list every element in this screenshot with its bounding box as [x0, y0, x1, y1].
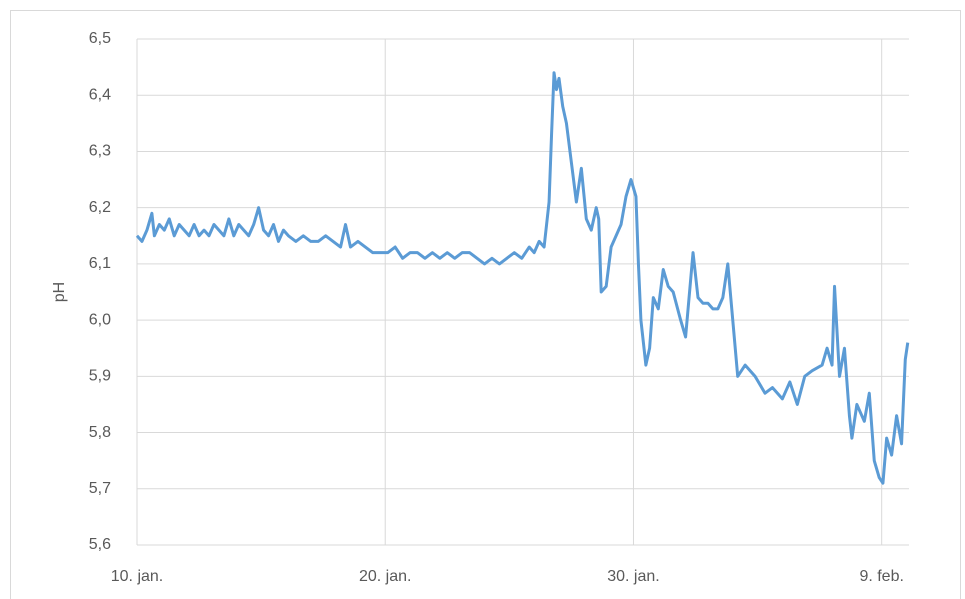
x-tick-label: 9. feb. — [859, 568, 903, 585]
y-tick-label: 6,4 — [89, 86, 111, 103]
y-tick-label: 5,8 — [89, 424, 111, 441]
x-tick-label: 20. jan. — [359, 568, 411, 585]
data-line — [135, 71, 910, 485]
y-tick-label: 6,5 — [89, 30, 111, 47]
y-tick-label: 6,1 — [89, 255, 111, 272]
y-tick-label: 5,7 — [89, 480, 111, 497]
y-tick-label: 6,3 — [89, 143, 111, 160]
chart-frame — [10, 10, 961, 599]
y-tick-label: 6,2 — [89, 199, 111, 216]
y-tick-label: 5,6 — [89, 536, 111, 553]
x-tick-label: 10. jan. — [111, 568, 163, 585]
y-axis-label: pH — [51, 282, 68, 302]
y-tick-label: 5,9 — [89, 368, 111, 385]
y-tick-label: 6,0 — [89, 311, 111, 328]
x-tick-label: 30. jan. — [607, 568, 659, 585]
